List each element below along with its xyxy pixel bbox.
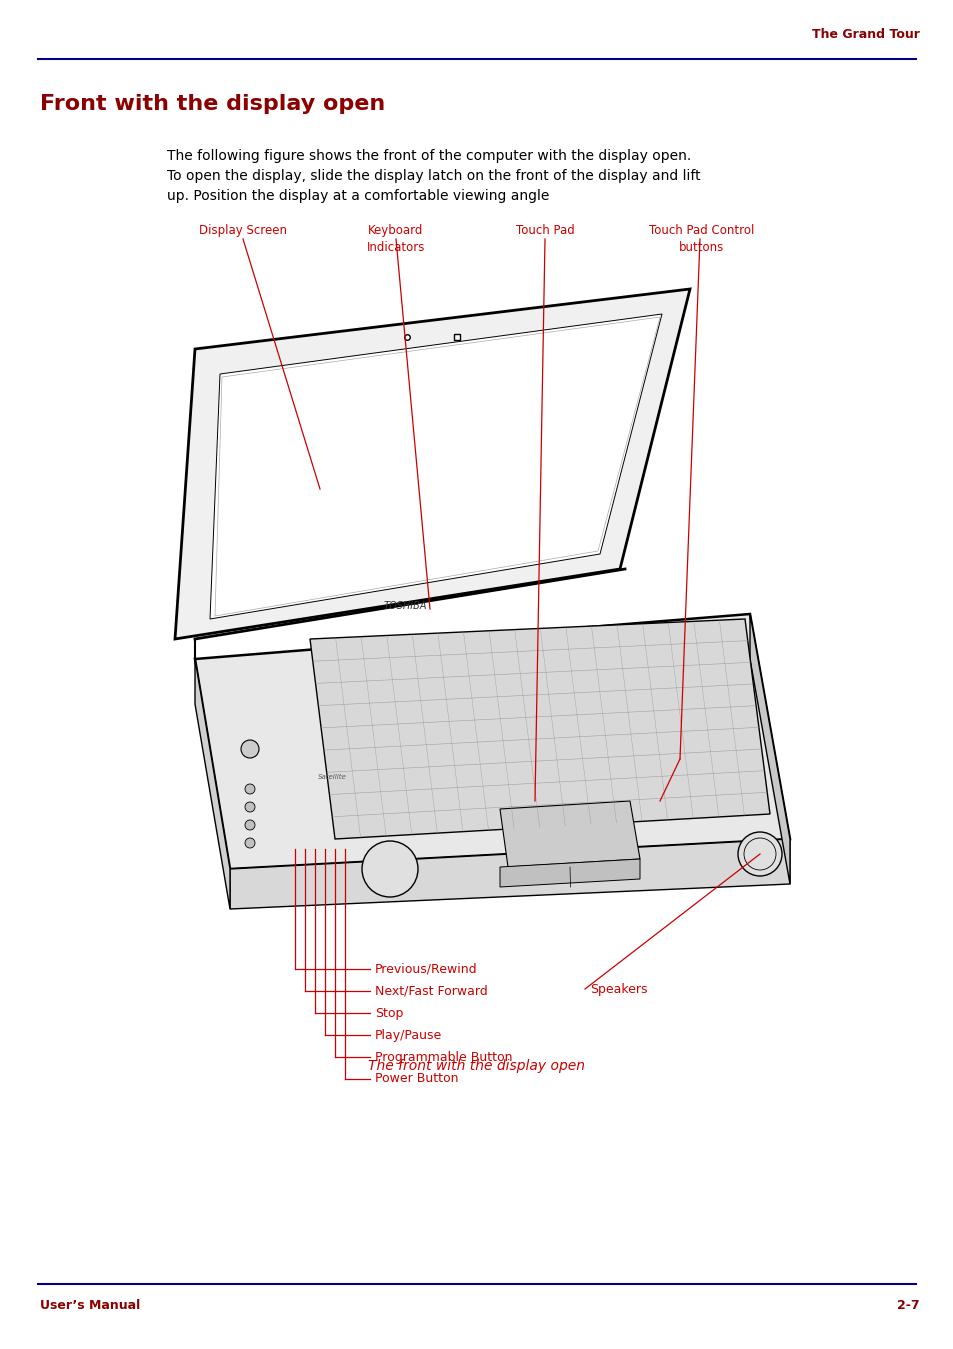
Text: Power Button: Power Button — [375, 1072, 458, 1086]
Polygon shape — [749, 614, 789, 884]
Circle shape — [245, 784, 254, 795]
Text: The Grand Tour: The Grand Tour — [811, 28, 919, 40]
Circle shape — [245, 820, 254, 830]
Text: Touch Pad: Touch Pad — [516, 224, 575, 237]
Text: Programmable Button: Programmable Button — [375, 1051, 512, 1063]
Text: Front with the display open: Front with the display open — [40, 94, 385, 115]
Polygon shape — [230, 839, 789, 909]
Text: The following figure shows the front of the computer with the display open.: The following figure shows the front of … — [167, 148, 691, 163]
Text: Keyboard
Indicators: Keyboard Indicators — [366, 224, 425, 254]
Text: The front with the display open: The front with the display open — [368, 1059, 585, 1072]
Text: To open the display, slide the display latch on the front of the display and lif: To open the display, slide the display l… — [167, 169, 700, 183]
Text: TOSHIBA: TOSHIBA — [383, 602, 426, 611]
Polygon shape — [174, 289, 689, 639]
Circle shape — [361, 840, 417, 897]
Polygon shape — [310, 619, 769, 839]
Polygon shape — [499, 801, 639, 867]
Text: Speakers: Speakers — [589, 982, 647, 996]
Text: Previous/Rewind: Previous/Rewind — [375, 962, 477, 975]
Text: 2-7: 2-7 — [897, 1299, 919, 1313]
Text: Stop: Stop — [375, 1006, 403, 1020]
Text: up. Position the display at a comfortable viewing angle: up. Position the display at a comfortabl… — [167, 189, 549, 202]
Circle shape — [738, 832, 781, 876]
Polygon shape — [194, 660, 230, 909]
Text: User’s Manual: User’s Manual — [40, 1299, 140, 1313]
Text: Next/Fast Forward: Next/Fast Forward — [375, 985, 487, 997]
Text: Play/Pause: Play/Pause — [375, 1028, 442, 1041]
Circle shape — [245, 803, 254, 812]
Polygon shape — [499, 859, 639, 888]
Text: Touch Pad Control
buttons: Touch Pad Control buttons — [648, 224, 753, 254]
Text: Display Screen: Display Screen — [199, 224, 287, 237]
Polygon shape — [194, 614, 789, 869]
Polygon shape — [210, 314, 661, 619]
Circle shape — [241, 741, 258, 758]
Circle shape — [245, 838, 254, 849]
Text: Satellite: Satellite — [317, 774, 346, 780]
